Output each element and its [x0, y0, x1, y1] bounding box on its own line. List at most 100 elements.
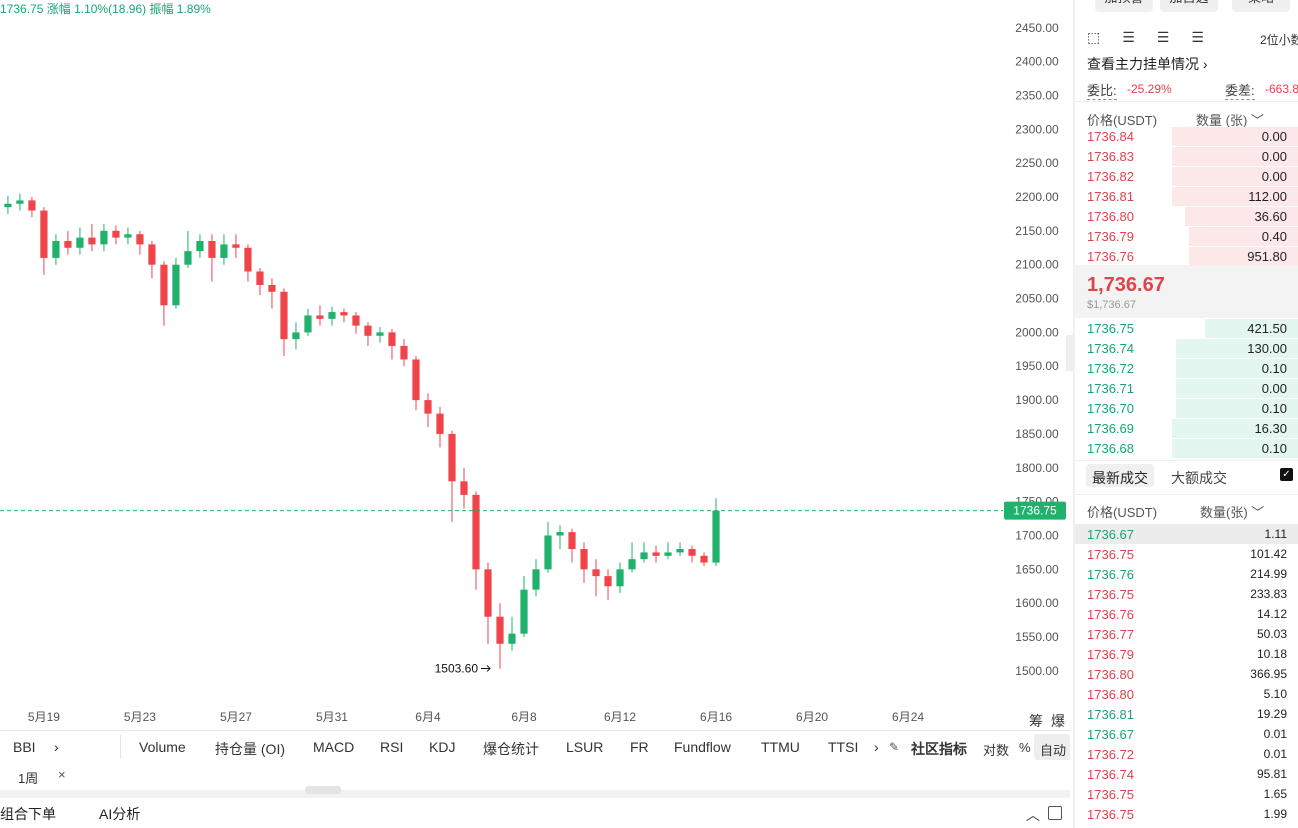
tab[interactable]: 大额成交 [1171, 470, 1227, 486]
y-tick-label: 1900.00 [1015, 393, 1059, 407]
toolbar-item[interactable]: 对数 [983, 743, 1010, 758]
trade-qty: 0.01 [1263, 747, 1287, 761]
trade-qty: 14.12 [1256, 607, 1287, 621]
candle-body [172, 264, 180, 306]
ratio: -25.29% [1127, 82, 1172, 96]
y-tick-label: 1550.00 [1015, 630, 1059, 644]
x-tick-label: 5月31 [316, 710, 348, 724]
splitter[interactable] [0, 790, 1070, 798]
book-price[interactable]: 1736.70 [1087, 401, 1134, 416]
candle-body [64, 241, 72, 248]
header-button[interactable]: 加预警 [1095, 0, 1153, 12]
toolbar-item[interactable]: KDJ [429, 739, 456, 755]
book-price[interactable]: 1736.76 [1087, 249, 1134, 264]
toolbar-item[interactable]: › [874, 739, 879, 755]
side-tool[interactable]: 筹 [1029, 713, 1043, 729]
candle-body [196, 241, 204, 252]
qty-header-text[interactable]: 数量 (张) [1196, 113, 1248, 128]
book-price[interactable]: 1736.71 [1087, 381, 1134, 396]
toolbar-item[interactable]: 社区指标 [911, 741, 967, 757]
side-tool[interactable]: 爆 [1051, 713, 1065, 729]
toolbar-item[interactable]: › [54, 739, 59, 755]
edit-icon[interactable]: ✎ [889, 740, 900, 754]
book-price[interactable]: 1736.84 [1087, 129, 1134, 144]
y-tick-label: 1800.00 [1015, 461, 1059, 475]
book-qty: 0.10 [1261, 401, 1287, 416]
trade-qty: 1.99 [1263, 807, 1287, 821]
book-price[interactable]: 1736.83 [1087, 149, 1134, 164]
toolbar-item[interactable]: BBI [13, 739, 36, 755]
toolbar-item[interactable]: FR [630, 739, 649, 755]
book-qty: 0.00 [1261, 129, 1287, 144]
trade-price: 1736.75 [1087, 787, 1134, 802]
view-icons[interactable]: ⬚☰☰☰ [1087, 29, 1226, 45]
trade-qty-header[interactable]: 数量(张) ﹀ [1200, 505, 1265, 520]
period-close[interactable]: × [58, 767, 66, 782]
candle-body [520, 589, 528, 634]
header-button[interactable]: 策略 [1232, 0, 1290, 12]
depth-bar [1204, 319, 1298, 338]
collapse-icon[interactable]: ︿ [1026, 807, 1040, 823]
x-tick-label: 6月16 [700, 710, 732, 724]
book-qty: 0.00 [1261, 381, 1287, 396]
book-price[interactable]: 1736.75 [1087, 321, 1134, 336]
qty-header[interactable]: 数量 (张) ﹀ [1196, 113, 1264, 128]
trade-qty-text[interactable]: 数量(张) [1200, 505, 1248, 520]
y-tick-label: 1500.00 [1015, 664, 1059, 678]
candle-body [676, 549, 684, 553]
toolbar-item[interactable]: Volume [139, 739, 186, 755]
trade-qty: 1.65 [1263, 787, 1287, 801]
header-button[interactable]: 加自选 [1160, 0, 1218, 12]
bottom-tab[interactable]: 组合下单 [0, 806, 56, 822]
y-tick-label: 2100.00 [1015, 258, 1059, 272]
toolbar-item[interactable]: TTSI [828, 739, 859, 755]
book-price[interactable]: 1736.82 [1087, 169, 1134, 184]
book-price[interactable]: 1736.72 [1087, 361, 1134, 376]
period[interactable]: 1周 [18, 771, 39, 786]
toolbar-item[interactable]: 持仓量 (OI) [215, 741, 285, 757]
toolbar-item[interactable]: 爆仓统计 [483, 741, 539, 757]
toolbar-item[interactable]: % [1019, 740, 1031, 755]
tab[interactable]: 最新成交 [1092, 470, 1148, 486]
book-price[interactable]: 1736.69 [1087, 421, 1134, 436]
mid-bg [1075, 265, 1298, 318]
toolbar-item[interactable]: LSUR [566, 739, 604, 755]
toolbar-item[interactable]: MACD [313, 739, 355, 755]
price-stats: 1736.75 涨幅 1.10%(18.96) 振幅 1.89% [0, 0, 211, 17]
y-tick-label: 1600.00 [1015, 596, 1059, 610]
y-tick-label: 2350.00 [1015, 88, 1059, 102]
trade-qty: 366.95 [1250, 667, 1287, 681]
toolbar-item[interactable]: 自动 [1040, 743, 1067, 758]
book-price[interactable]: 1736.74 [1087, 341, 1134, 356]
tab-active-bg [1086, 464, 1154, 487]
candle-body [556, 532, 564, 536]
y-tick-label: 1700.00 [1015, 528, 1059, 542]
main-orders[interactable]: 查看主力挂单情况 [1087, 56, 1199, 72]
toolbar-item[interactable]: RSI [380, 739, 404, 755]
candle-body [268, 285, 276, 292]
book-qty: 0.00 [1261, 149, 1287, 164]
diff-label: 委差: [1225, 80, 1255, 100]
bottom-tab[interactable]: AI分析 [99, 806, 141, 822]
book-price[interactable]: 1736.79 [1087, 229, 1134, 244]
x-tick-label: 5月23 [124, 710, 156, 724]
auto-bg [1034, 734, 1070, 760]
toolbar-item[interactable]: Fundflow [674, 739, 731, 755]
expand-icon[interactable] [1048, 806, 1062, 820]
book-price[interactable]: 1736.68 [1087, 441, 1134, 456]
book-qty: 0.00 [1261, 169, 1287, 184]
depth-bar [1189, 247, 1298, 266]
toolbar-item[interactable]: TTMU [761, 739, 800, 755]
main-orders-link[interactable]: 查看主力挂单情况 › [1087, 56, 1208, 72]
checkbox[interactable]: ✓ [1280, 468, 1293, 481]
y-tick-label: 2150.00 [1015, 224, 1059, 238]
candle-body [496, 616, 504, 644]
candle-body [124, 234, 132, 238]
splitter-handle[interactable] [305, 786, 341, 794]
book-price[interactable]: 1736.81 [1087, 189, 1134, 204]
depth-bar [1175, 359, 1298, 378]
decimals[interactable]: 2位小数 [1260, 33, 1298, 47]
book-price[interactable]: 1736.80 [1087, 209, 1134, 224]
panel-grip[interactable] [1066, 335, 1075, 371]
y-tick-label: 2400.00 [1015, 55, 1059, 69]
